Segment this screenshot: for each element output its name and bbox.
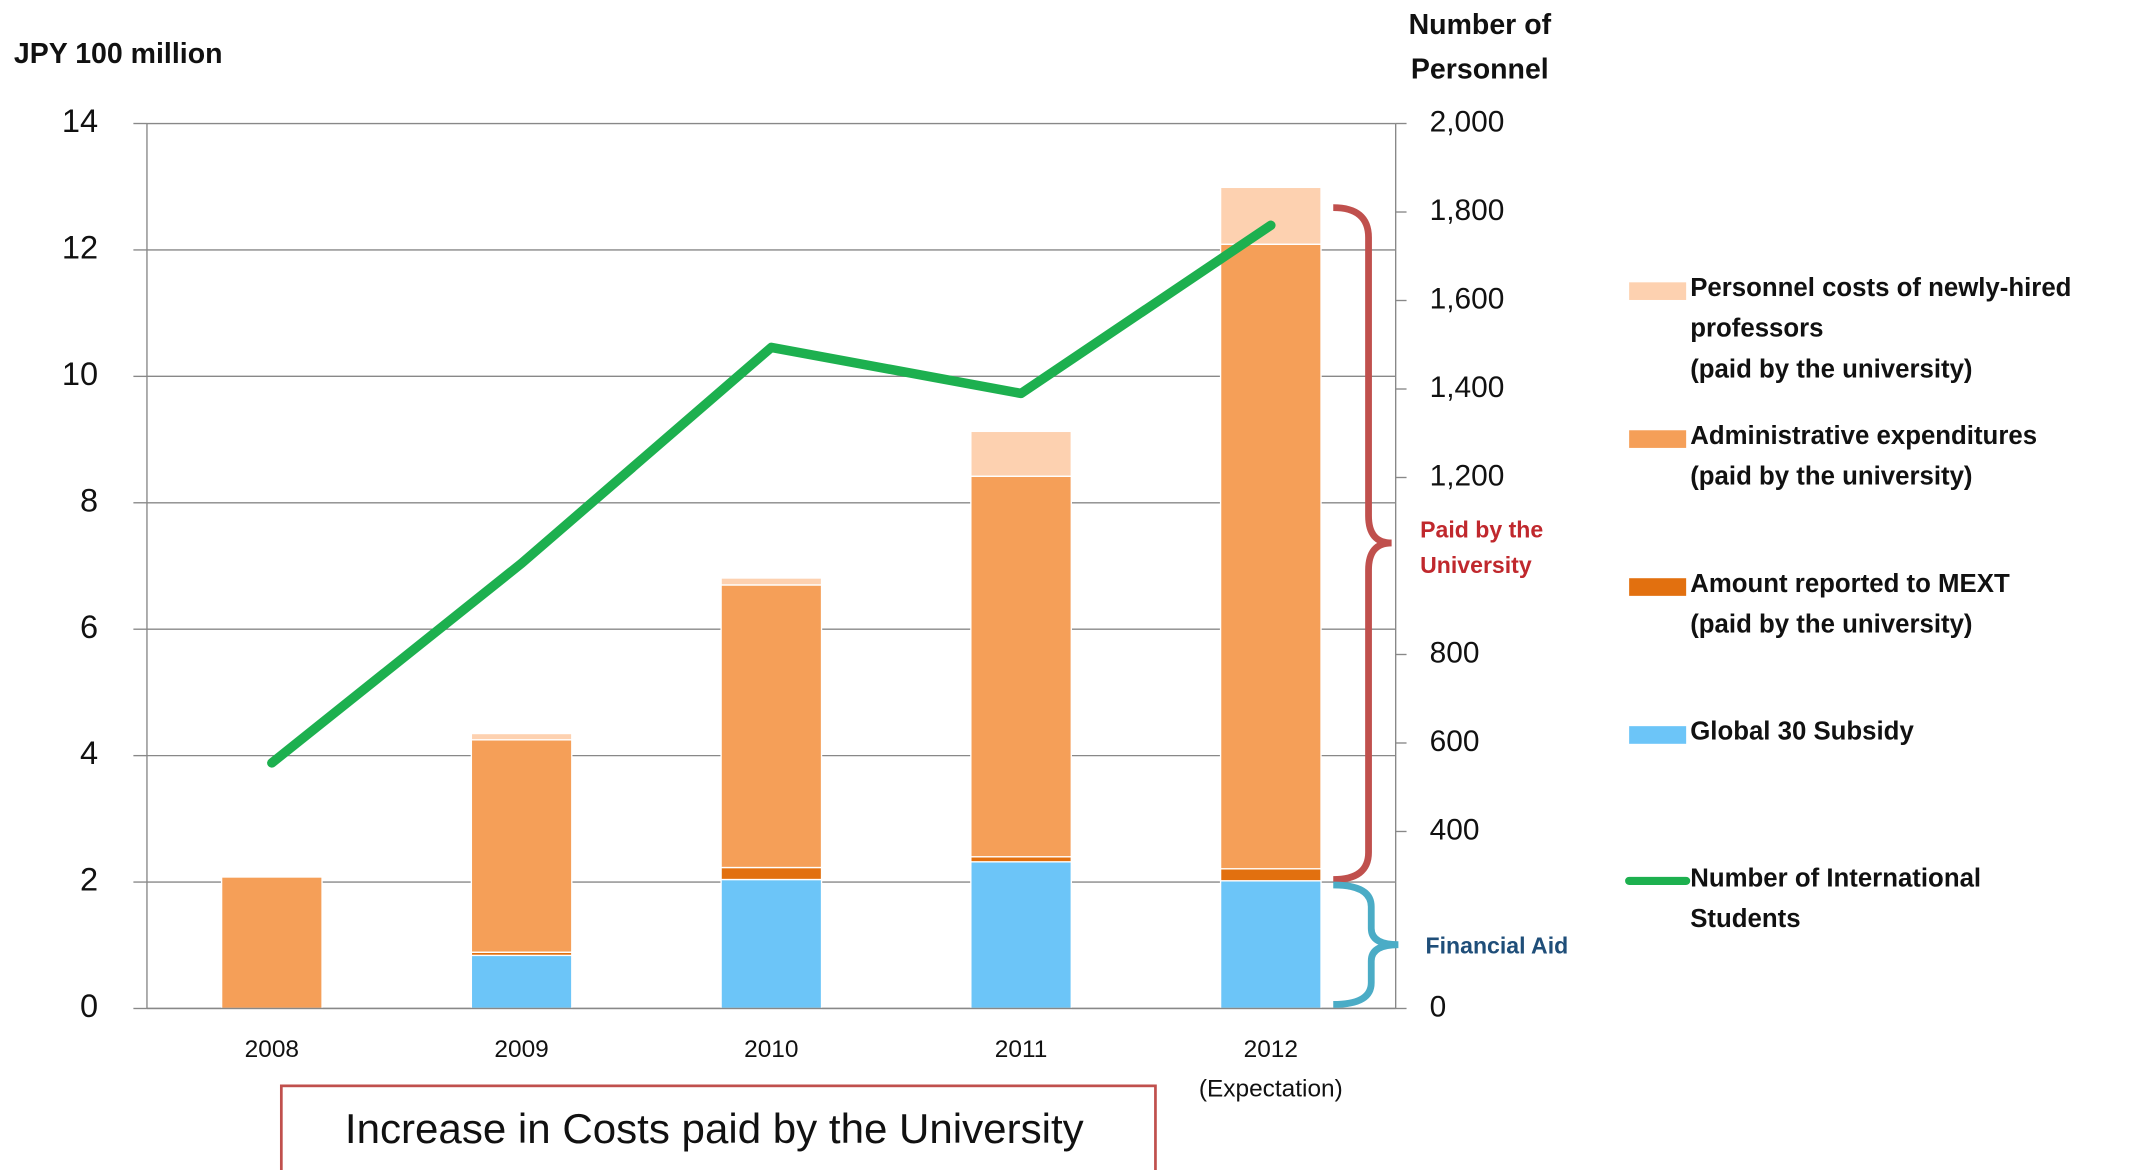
legend-label: Global 30 Subsidy <box>1690 718 1914 747</box>
paid-bracket <box>1333 204 1392 883</box>
x-tick-label: 2008 <box>245 1036 299 1063</box>
paid-label: Paid by the University <box>1420 517 1544 579</box>
legend-label: Personnel costs of newly-hired professor… <box>1690 274 2072 385</box>
x-tick-label: 2010 <box>744 1036 798 1063</box>
bar-segment <box>720 577 823 586</box>
legend-label: Administrative expenditures (paid by the… <box>1690 422 2038 492</box>
legend-swatch <box>1629 578 1687 596</box>
x-tick-label: 2009 <box>494 1036 548 1063</box>
legend-swatch <box>1629 726 1687 744</box>
bar-segment <box>720 584 823 869</box>
legend-entry-box: Administrative expenditures (paid by the… <box>1690 422 2038 492</box>
legend-entry-box: Global 30 Subsidy <box>1690 718 1914 747</box>
bar-segment <box>970 861 1072 1010</box>
bar-segment <box>1219 880 1322 1010</box>
legend-entry-box: Amount reported to MEXT (paid by the uni… <box>1690 570 2010 640</box>
legend-label: Number of International Students <box>1690 864 1982 934</box>
marks <box>220 186 1322 1010</box>
bar-segment <box>720 878 823 1010</box>
x-tick-label: 2012 <box>1244 1036 1298 1063</box>
bar-segment <box>970 856 1072 863</box>
bar-segment <box>220 876 323 1010</box>
bar-segment <box>470 954 573 1010</box>
legend-entry-box: Personnel costs of newly-hired professor… <box>1690 274 2072 385</box>
bar-segment <box>970 475 1072 858</box>
y2-tick-label: 400 <box>1430 813 1480 846</box>
y2-tick-label: 800 <box>1430 636 1480 669</box>
y2-tick-label: 0 <box>1430 990 1447 1023</box>
bar-segment <box>1219 868 1322 882</box>
y-tick-label: 2 <box>80 862 98 898</box>
y2-tick-label: 600 <box>1430 725 1480 758</box>
y2-tick-label: 1,200 <box>1430 459 1505 492</box>
y-tick-label: 14 <box>62 103 98 139</box>
bar-segment <box>970 430 1072 477</box>
y-axis-label: JPY 100 million <box>14 38 223 70</box>
y-tick-label: 12 <box>62 230 98 266</box>
x-tick-label: 2011 <box>995 1036 1048 1063</box>
bar-segment <box>470 739 573 953</box>
bar-segment <box>1219 243 1322 870</box>
line <box>267 220 1276 768</box>
paid-label-box: Paid by the University <box>1420 517 1544 579</box>
y2-tick-label: 1,600 <box>1430 282 1505 315</box>
title-box <box>279 1084 1157 1170</box>
y2-tick-label: 2,000 <box>1430 105 1505 138</box>
bar-segment <box>470 732 573 741</box>
bar-segment <box>720 866 823 881</box>
y-tick-label: 8 <box>80 482 98 518</box>
aid-label: Financial Aid <box>1426 932 1569 958</box>
y2-axis-label: Number of Personnel <box>1408 9 1552 86</box>
y-tick-label: 10 <box>62 356 98 392</box>
y2-axis-label-box: Number of Personnel <box>1408 9 1552 86</box>
legend: Global 30 Subsidy Amount reported to MEXT… <box>1625 274 2072 934</box>
chart-title: Increase in Costs paid by the University <box>345 1105 1084 1152</box>
legend-swatch <box>1629 282 1687 300</box>
y2-tick-label: 1,800 <box>1430 194 1505 227</box>
category-note: (Expectation) <box>1199 1075 1343 1102</box>
y2-tick-label: 1,400 <box>1430 371 1505 404</box>
y-tick-label: 6 <box>80 609 98 645</box>
y-tick-label: 0 <box>80 988 98 1024</box>
y-tick-label: 4 <box>80 735 98 771</box>
legend-entry-box: Number of International Students <box>1690 864 1982 934</box>
legend-label: Amount reported to MEXT (paid by the uni… <box>1690 570 2010 640</box>
legend-swatch <box>1629 430 1687 448</box>
aid-bracket <box>1333 881 1399 1008</box>
bar-segment <box>1219 186 1322 245</box>
